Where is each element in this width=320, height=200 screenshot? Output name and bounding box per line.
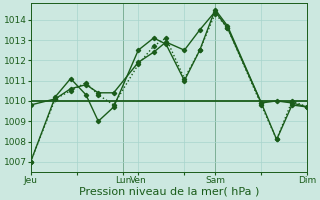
X-axis label: Pression niveau de la mer( hPa ): Pression niveau de la mer( hPa ) — [79, 187, 259, 197]
